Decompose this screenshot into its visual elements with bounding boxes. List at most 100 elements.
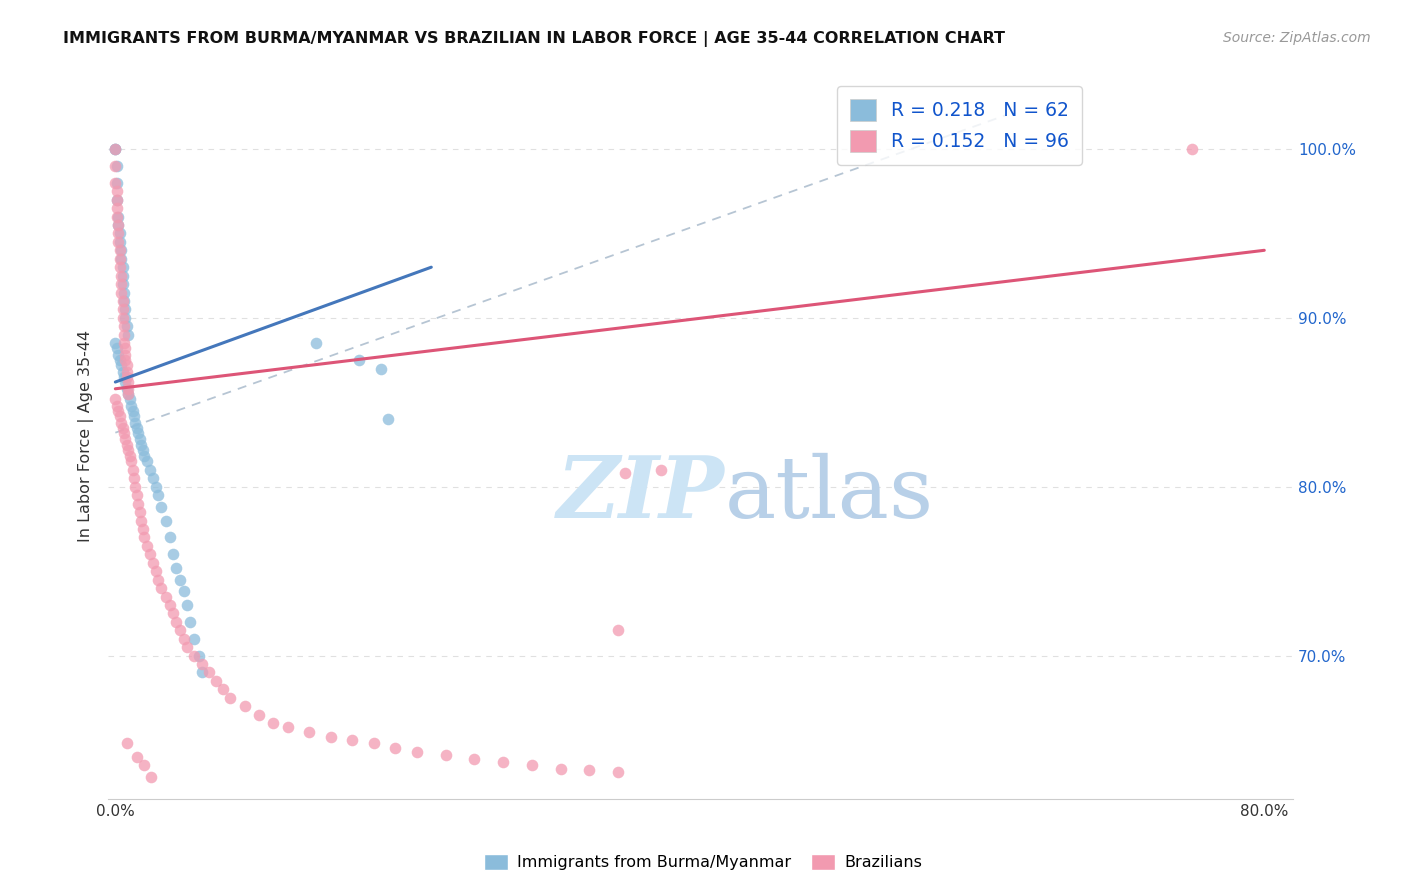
Point: [110, 285, 132, 300]
Text: atlas: atlas: [724, 452, 934, 536]
Point: [150, 500, 173, 514]
Point: [112, 336, 135, 351]
Point: [173, 632, 195, 646]
Point: [128, 505, 150, 519]
Point: [124, 416, 146, 430]
Point: [105, 176, 128, 190]
Point: [384, 741, 406, 756]
Point: [132, 530, 155, 544]
Point: [118, 392, 141, 406]
Point: [104, 176, 127, 190]
Point: [128, 433, 150, 447]
Point: [107, 218, 129, 232]
Point: [125, 750, 148, 764]
Point: [121, 463, 143, 477]
Point: [125, 420, 148, 434]
Point: [1181, 142, 1204, 156]
Point: [107, 210, 129, 224]
Point: [114, 348, 136, 362]
Text: ZIP: ZIP: [557, 452, 724, 536]
Point: [111, 365, 134, 379]
Point: [117, 387, 139, 401]
Point: [104, 336, 127, 351]
Point: [112, 319, 135, 334]
Point: [159, 598, 181, 612]
Point: [105, 193, 128, 207]
Point: [117, 327, 139, 342]
Point: [108, 260, 131, 275]
Point: [173, 584, 195, 599]
Point: [111, 268, 134, 283]
Point: [105, 341, 128, 355]
Point: [139, 547, 162, 561]
Point: [492, 755, 515, 769]
Point: [205, 673, 228, 688]
Point: [107, 235, 129, 249]
Point: [108, 235, 131, 249]
Point: [127, 425, 149, 440]
Point: [145, 480, 167, 494]
Point: [434, 748, 457, 763]
Point: [212, 682, 235, 697]
Point: [107, 218, 129, 232]
Point: [114, 341, 136, 355]
Point: [277, 720, 299, 734]
Point: [105, 184, 128, 198]
Text: Source: ZipAtlas.com: Source: ZipAtlas.com: [1223, 31, 1371, 45]
Point: [159, 530, 181, 544]
Point: [139, 463, 162, 477]
Point: [121, 403, 143, 417]
Point: [141, 770, 163, 784]
Point: [107, 403, 129, 417]
Point: [105, 399, 128, 413]
Point: [342, 733, 364, 747]
Point: [108, 244, 131, 258]
Point: [197, 665, 219, 680]
Point: [129, 437, 152, 451]
Point: [114, 353, 136, 368]
Point: [122, 409, 145, 423]
Point: [155, 590, 177, 604]
Point: [319, 730, 342, 744]
Point: [124, 480, 146, 494]
Point: [377, 412, 399, 426]
Point: [650, 463, 672, 477]
Point: [112, 370, 135, 384]
Point: [107, 227, 129, 241]
Point: [132, 758, 155, 772]
Point: [112, 425, 135, 440]
Point: [607, 624, 630, 638]
Legend: Immigrants from Burma/Myanmar, Brazilians: Immigrants from Burma/Myanmar, Brazilian…: [478, 847, 928, 877]
Point: [305, 336, 328, 351]
Point: [578, 764, 600, 778]
Point: [165, 561, 187, 575]
Point: [117, 387, 139, 401]
Point: [165, 615, 187, 629]
Point: [110, 244, 132, 258]
Point: [162, 547, 184, 561]
Point: [550, 762, 572, 776]
Point: [115, 382, 138, 396]
Point: [105, 159, 128, 173]
Y-axis label: In Labor Force | Age 35-44: In Labor Force | Age 35-44: [79, 330, 94, 542]
Point: [190, 665, 212, 680]
Point: [148, 488, 170, 502]
Point: [114, 310, 136, 325]
Point: [183, 632, 205, 646]
Point: [115, 365, 138, 379]
Point: [112, 327, 135, 342]
Point: [142, 471, 165, 485]
Point: [131, 522, 153, 536]
Point: [105, 201, 128, 215]
Point: [115, 319, 138, 334]
Point: [155, 514, 177, 528]
Point: [162, 607, 184, 621]
Point: [114, 302, 136, 317]
Point: [112, 285, 135, 300]
Point: [127, 497, 149, 511]
Point: [179, 615, 201, 629]
Point: [129, 514, 152, 528]
Legend: R = 0.218   N = 62, R = 0.152   N = 96: R = 0.218 N = 62, R = 0.152 N = 96: [837, 86, 1083, 165]
Point: [169, 624, 191, 638]
Point: [150, 581, 173, 595]
